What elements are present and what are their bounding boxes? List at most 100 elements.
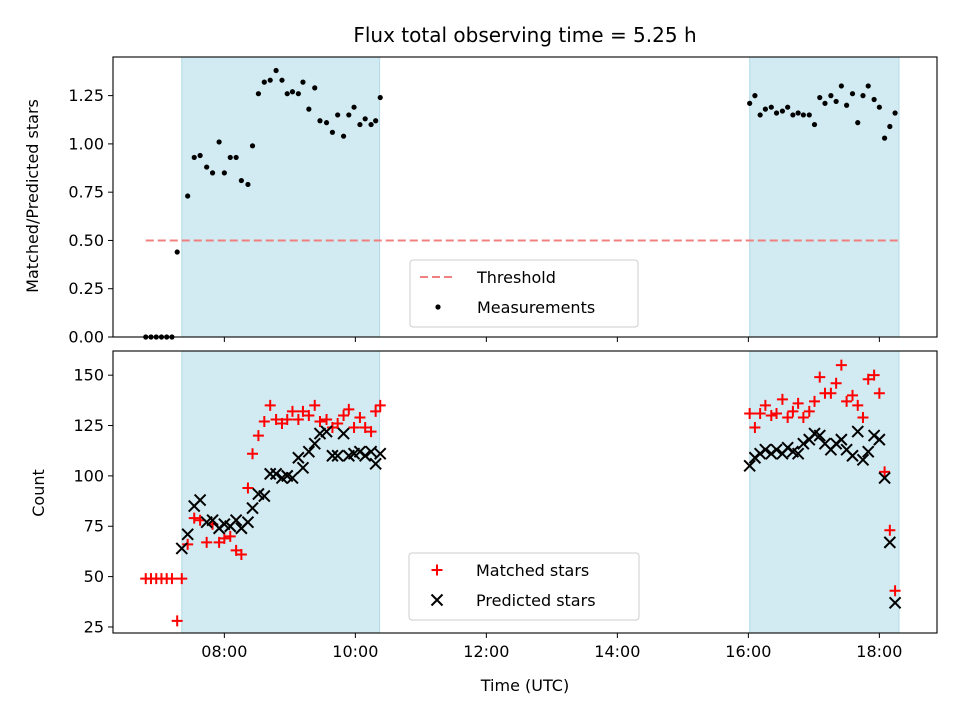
matched-star-point xyxy=(852,399,864,411)
measurement-point xyxy=(828,93,834,99)
bottom-y-tick-label: 100 xyxy=(73,466,104,485)
predicted-star-point xyxy=(369,457,382,471)
measurement-point xyxy=(312,85,318,91)
top-y-tick-label: 1.00 xyxy=(68,134,104,153)
top-panel: 0.00 0.25 0.50 0.75 1.00 1.25 Threshold Measure… xyxy=(68,56,938,347)
matched-star-point xyxy=(879,466,891,478)
measurement-point xyxy=(881,135,888,141)
predicted-star-point xyxy=(770,443,783,456)
measurement-point xyxy=(255,91,262,97)
measurement-point xyxy=(373,118,379,124)
measurement-point xyxy=(747,100,753,106)
predicted-star-point xyxy=(851,425,864,438)
top-y-tick-label: 0.00 xyxy=(68,328,104,347)
bottom-x-tick-label: 12:00 xyxy=(463,642,509,661)
bottom-x-tick-label: 08:00 xyxy=(201,642,247,661)
matched-star-point xyxy=(281,413,293,425)
matched-star-point xyxy=(338,409,350,421)
matched-star-point xyxy=(814,371,826,383)
predicted-star-point xyxy=(862,445,875,458)
measurement-point xyxy=(238,177,244,184)
measurement-point xyxy=(273,67,279,74)
measurement-point xyxy=(795,110,801,116)
measurement-point xyxy=(249,143,256,149)
top-shaded-span xyxy=(181,56,381,338)
predicted-star-point xyxy=(241,516,255,529)
matched-star-point xyxy=(744,407,756,419)
matched-star-point xyxy=(765,409,777,421)
measurement-point xyxy=(752,93,758,99)
bottom-legend-label: Predicted stars xyxy=(476,591,596,610)
measurement-point xyxy=(768,104,774,110)
predicted-star-point xyxy=(883,536,897,549)
predicted-star-point xyxy=(846,449,859,462)
bottom-legend-box xyxy=(408,552,640,621)
predicted-star-point xyxy=(263,467,277,481)
matched-star-point xyxy=(847,389,859,401)
measurement-point xyxy=(329,129,336,135)
matched-star-point xyxy=(873,387,885,399)
matched-star-point xyxy=(771,407,783,419)
bottom-x-tick-label: 10:00 xyxy=(332,642,378,661)
measurement-point xyxy=(800,112,806,118)
measurement-point xyxy=(289,89,296,95)
matched-star-point xyxy=(792,397,804,409)
matched-star-point xyxy=(201,536,213,548)
bottom-axes-frame xyxy=(112,350,938,634)
measurement-point xyxy=(284,91,290,97)
matched-star-point xyxy=(242,482,254,494)
bottom-x-tick-label: 16:00 xyxy=(725,642,771,661)
bottom-shaded-span xyxy=(181,350,381,634)
measurement-point xyxy=(757,112,763,118)
matched-star-point xyxy=(862,373,874,385)
predicted-star-point xyxy=(835,433,848,446)
bottom-legend-label: Matched stars xyxy=(476,561,589,580)
legend-measurement-swatch xyxy=(435,304,441,310)
matched-star-point xyxy=(825,387,837,399)
predicted-star-point xyxy=(326,449,339,462)
matched-star-point xyxy=(252,430,264,442)
bottom-y-tick-label: 125 xyxy=(73,416,104,435)
measurement-point xyxy=(876,104,882,110)
predicted-star-point xyxy=(374,447,387,460)
predicted-star-point xyxy=(856,453,870,466)
measurement-point xyxy=(279,77,285,83)
matched-star-point xyxy=(835,359,847,371)
measurement-point xyxy=(785,104,791,110)
bottom-panel: 25 50 75 100 125 150 08:00 10:00 12:00 14:00 16:00… xyxy=(73,350,938,661)
measurement-point xyxy=(317,118,323,124)
matched-star-point xyxy=(749,422,761,434)
predicted-star-point xyxy=(181,528,194,541)
matched-star-point xyxy=(314,416,326,427)
measurement-point xyxy=(844,102,850,108)
measurement-point xyxy=(377,94,383,101)
predicted-star-point xyxy=(193,493,207,507)
predicted-star-point xyxy=(246,501,259,515)
predicted-star-point xyxy=(269,467,283,481)
measurement-point xyxy=(833,98,839,105)
measurement-point xyxy=(351,104,357,110)
matched-star-point xyxy=(776,393,788,405)
measurement-point xyxy=(191,154,197,161)
measurement-point xyxy=(762,106,768,112)
measurement-point xyxy=(822,100,828,106)
measurement-point xyxy=(871,96,877,103)
matched-star-point xyxy=(218,532,230,544)
matched-star-point xyxy=(841,395,853,407)
bottom-y-tick-label: 50 xyxy=(84,567,104,586)
matched-star-point xyxy=(809,395,821,407)
top-axes-frame xyxy=(112,56,938,338)
matched-star-point xyxy=(343,403,355,415)
measurement-point xyxy=(261,79,267,85)
measurement-point xyxy=(245,181,251,188)
bottom-y-tick-label: 75 xyxy=(84,517,104,536)
measurement-point xyxy=(306,106,312,112)
matched-star-point xyxy=(754,407,766,419)
matched-star-point xyxy=(270,413,282,425)
top-y-tick-label: 1.25 xyxy=(68,86,104,105)
predicted-star-point xyxy=(888,596,902,609)
predicted-star-point xyxy=(797,437,810,450)
measurement-point xyxy=(174,249,180,255)
matched-star-point xyxy=(889,585,901,597)
